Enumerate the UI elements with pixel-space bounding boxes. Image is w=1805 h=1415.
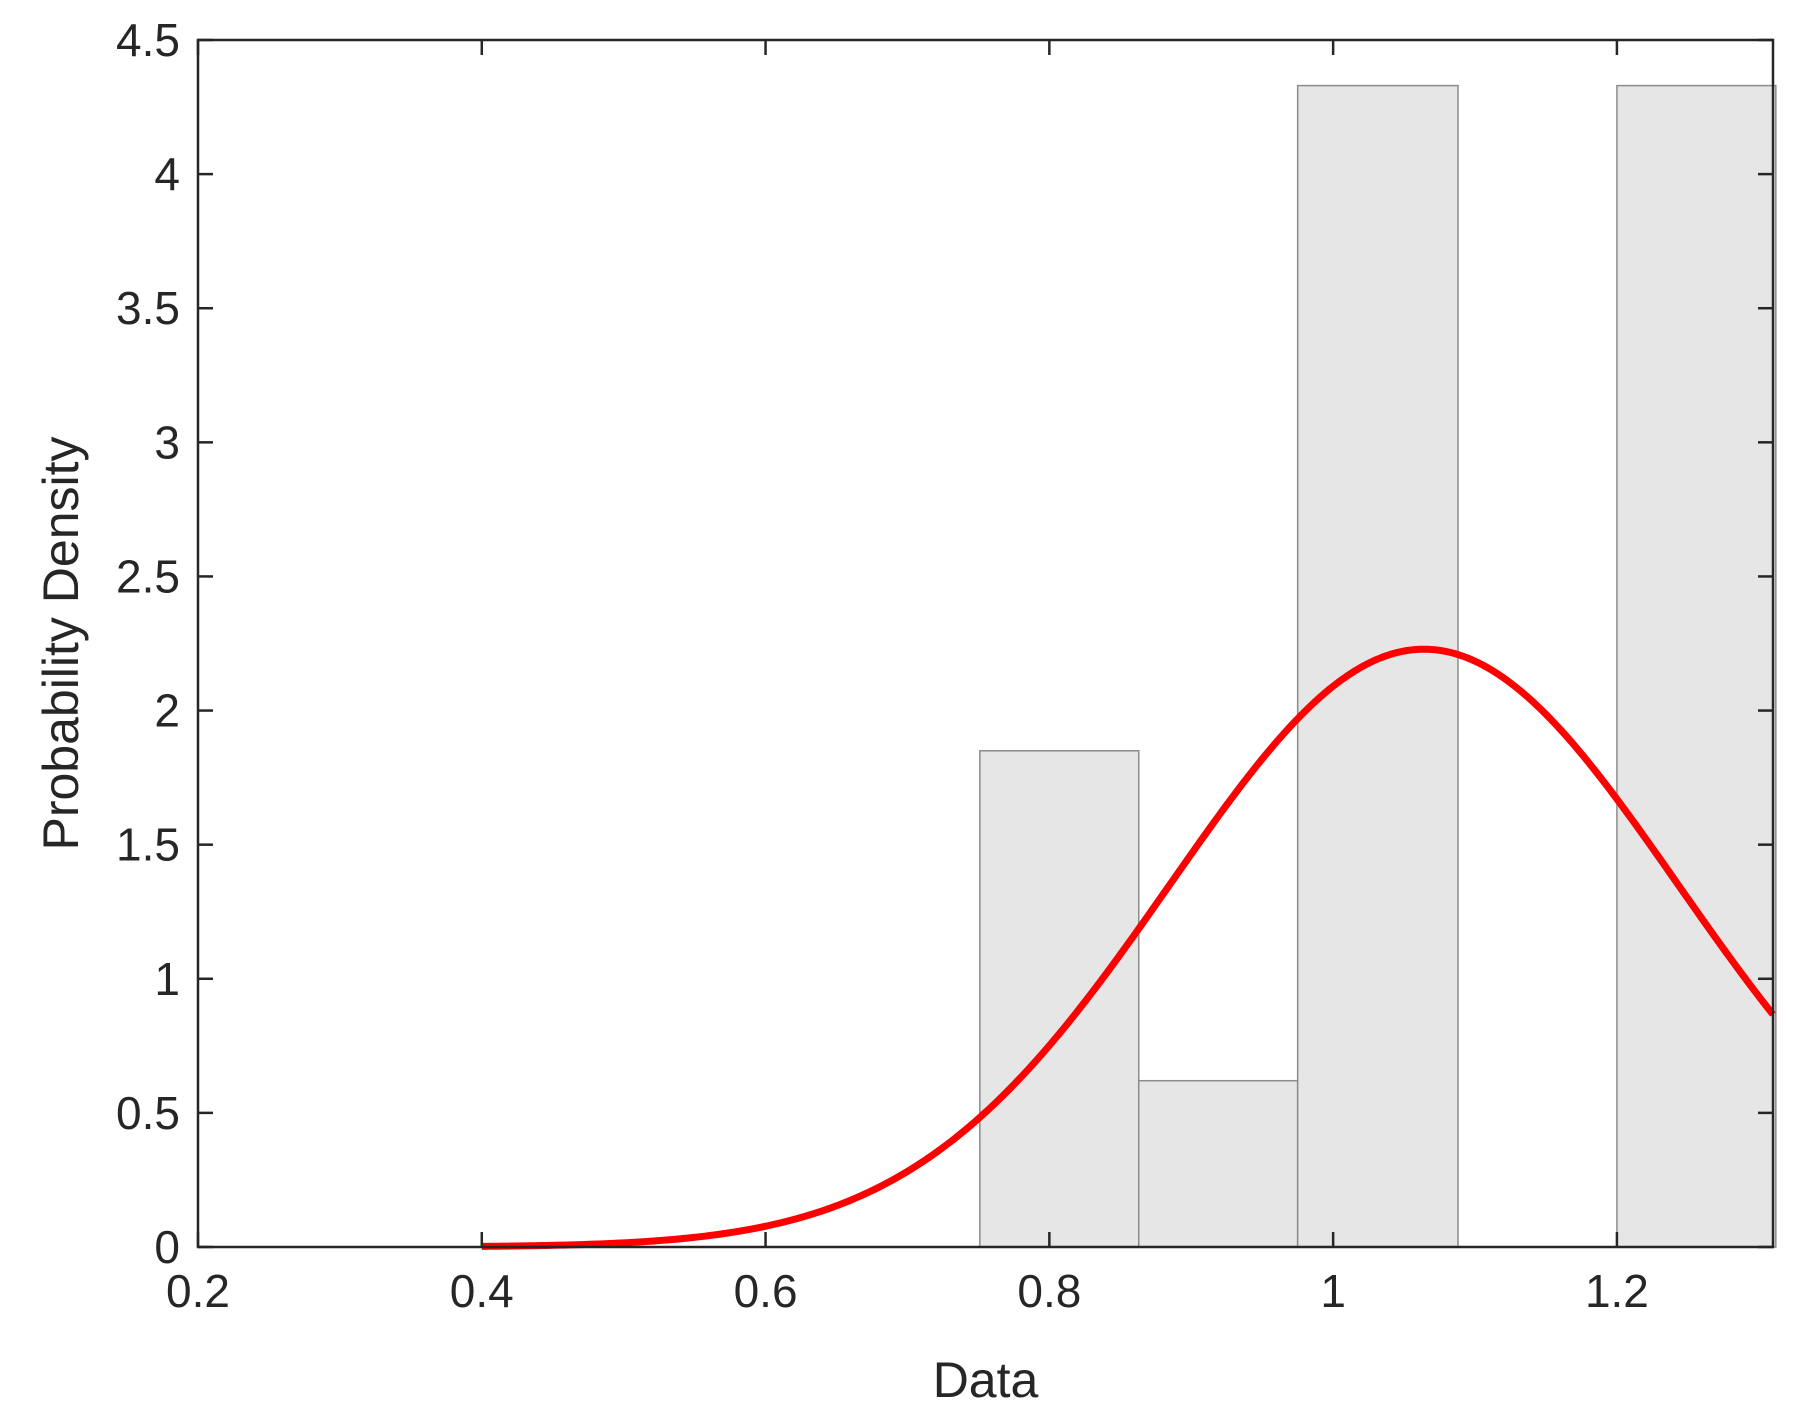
x-axis-ticks: 0.2 0.4 0.6 0.8 1 1.2 <box>166 40 1649 1317</box>
x-tick-label: 0.8 <box>1017 1265 1081 1317</box>
histogram-bar <box>1616 84 1777 1248</box>
y-tick-label: 1.5 <box>116 819 180 871</box>
axes-box <box>196 38 1775 1249</box>
fit-curve-group <box>481 645 1776 1250</box>
histogram-bars <box>979 84 1777 1248</box>
y-axis-ticks: 0 0.5 1 1.5 2 2.5 3 3.5 4 4.5 <box>116 14 1773 1273</box>
x-tick-label: 1 <box>1320 1265 1346 1317</box>
y-axis-label: Probability Density <box>33 436 89 850</box>
histogram-bar <box>979 750 1140 1248</box>
y-tick-label: 3 <box>154 416 180 468</box>
histogram-bar <box>1296 84 1459 1248</box>
y-tick-label: 2.5 <box>116 550 180 602</box>
y-tick-label: 4.5 <box>116 14 180 66</box>
y-tick-label: 1 <box>154 953 180 1005</box>
x-axis-label: Data <box>933 1352 1039 1408</box>
x-tick-label: 0.2 <box>166 1265 230 1317</box>
y-tick-label: 2 <box>154 685 180 737</box>
y-tick-label: 0.5 <box>116 1087 180 1139</box>
y-tick-label: 4 <box>154 148 180 200</box>
y-tick-label: 3.5 <box>116 282 180 334</box>
x-tick-label: 1.2 <box>1585 1265 1649 1317</box>
x-tick-label: 0.4 <box>450 1265 514 1317</box>
y-tick-label: 0 <box>154 1221 180 1273</box>
fit-curve-line <box>481 645 1776 1250</box>
x-tick-label: 0.6 <box>734 1265 798 1317</box>
histogram-bar <box>1137 1079 1299 1248</box>
